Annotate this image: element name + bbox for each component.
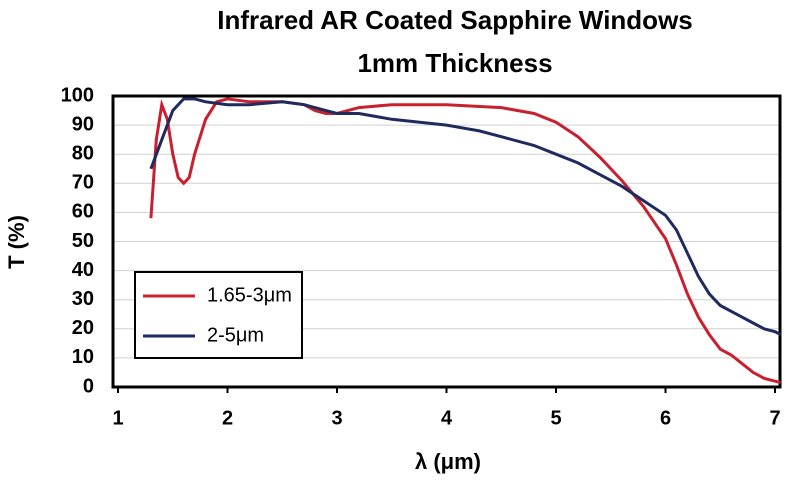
x-tick-label: 3	[331, 407, 342, 429]
y-tick-label: 40	[72, 259, 94, 281]
legend-label: 2-5μm	[207, 324, 264, 346]
y-tick-label: 10	[72, 346, 94, 368]
y-tick-label: 50	[72, 230, 94, 252]
x-tick-label: 6	[660, 407, 671, 429]
legend-label: 1.65-3μm	[207, 284, 292, 306]
y-tick-label: 90	[72, 113, 94, 135]
y-tick-label: 80	[72, 142, 94, 164]
x-tick-label: 2	[222, 407, 233, 429]
x-tick-label: 4	[441, 407, 453, 429]
y-tick-label: 30	[72, 288, 94, 310]
x-tick-label: 7	[769, 407, 780, 429]
legend-box	[134, 271, 303, 359]
chart-subtitle: 1mm Thickness	[357, 48, 552, 78]
y-tick-label: 60	[72, 201, 94, 223]
x-tick-label: 5	[550, 407, 561, 429]
plot-frame	[111, 94, 782, 389]
y-tick-label: 20	[72, 317, 94, 339]
y-tick-label: 70	[72, 172, 94, 194]
chart-title: Infrared AR Coated Sapphire Windows	[217, 5, 693, 35]
x-axis-label: λ (μm)	[415, 449, 481, 474]
y-tick-label: 0	[83, 375, 94, 397]
y-tick-label: 100	[61, 84, 94, 106]
line	[149, 97, 782, 336]
y-axis-label: T (%)	[4, 215, 29, 269]
line	[149, 97, 781, 385]
x-tick-label: 1	[112, 407, 123, 429]
